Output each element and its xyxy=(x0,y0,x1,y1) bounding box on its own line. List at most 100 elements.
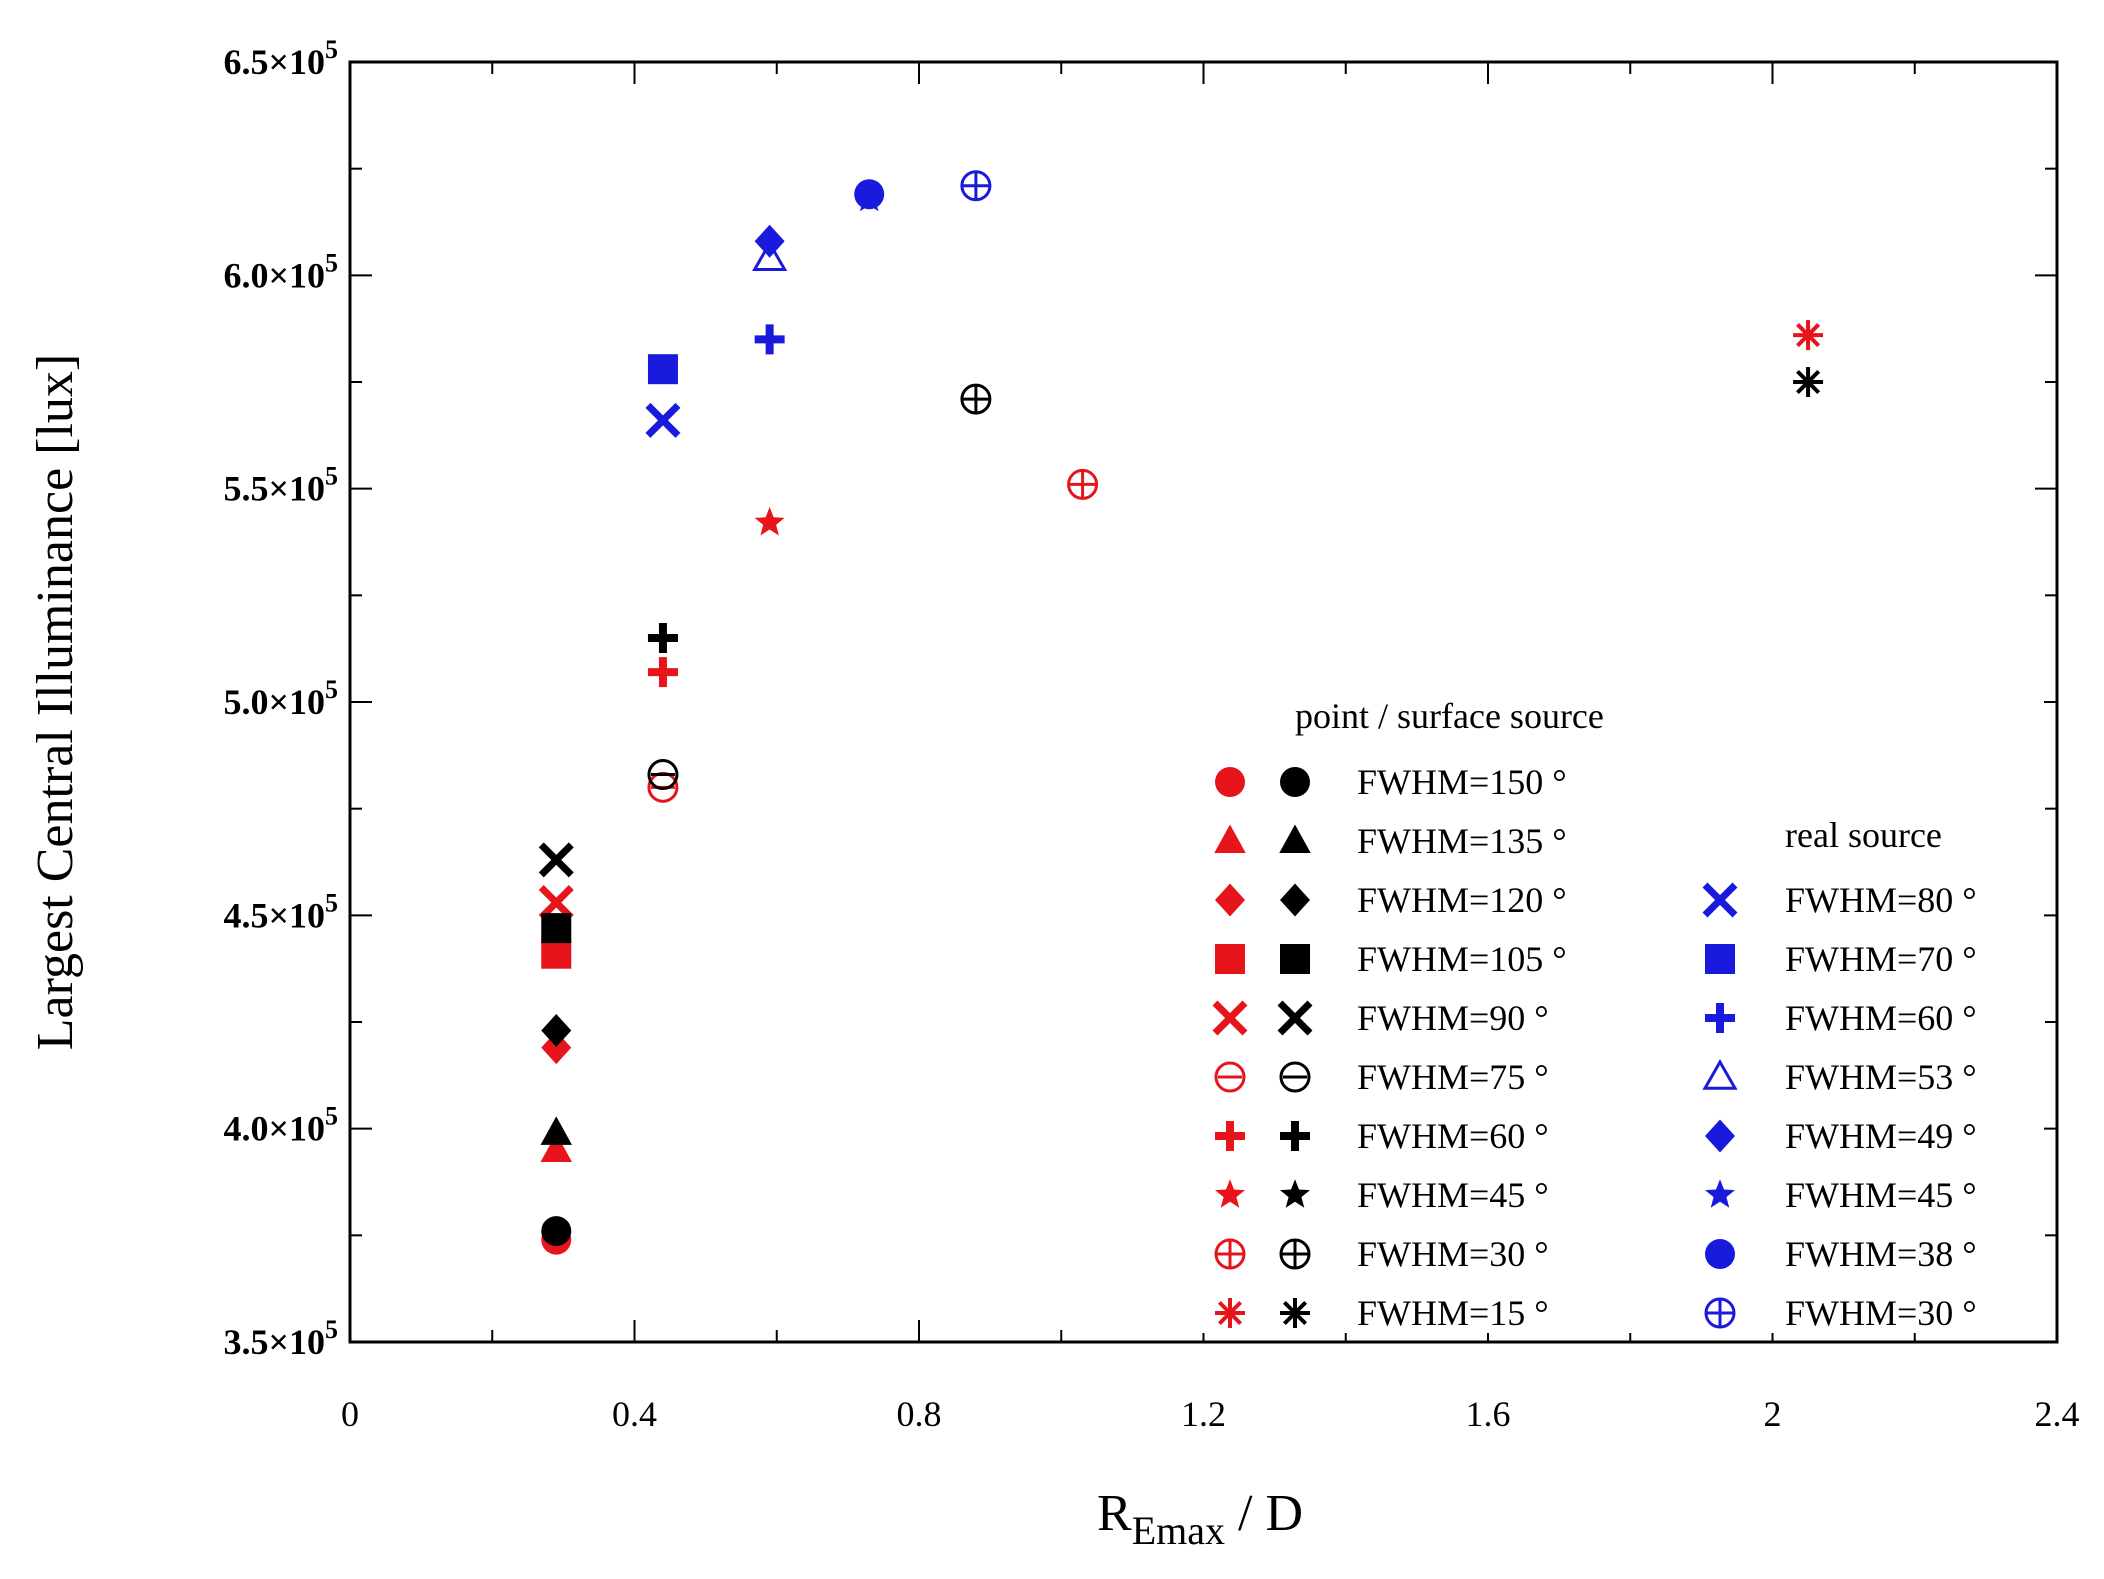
point-source-point-fwhm-15 xyxy=(1793,320,1824,351)
legend-label-real-source: FWHM=49 ° xyxy=(1785,1116,1977,1156)
surface-source-point-fwhm-150 xyxy=(541,1216,572,1247)
point-source-point-fwhm-120 xyxy=(541,1031,572,1065)
surface-source-point-fwhm-105 xyxy=(541,913,572,944)
legend: point / surface source real source FWHM=… xyxy=(1190,688,2044,1333)
real-source-point-fwhm-38 xyxy=(854,179,885,210)
legend-real-source-marker xyxy=(1705,944,1735,974)
y-tick-label: 5.0×105 xyxy=(223,675,338,722)
legend-point-source-marker xyxy=(1215,883,1245,917)
legend-real-source-marker xyxy=(1702,882,1738,918)
legend-real-source-marker xyxy=(1705,1239,1735,1269)
x-tick-label: 2 xyxy=(1764,1394,1782,1434)
y-axis-title: Largest Central Illuminance [lux] xyxy=(27,354,84,1050)
y-tick-times: × xyxy=(268,895,289,935)
legend-surface-source-marker xyxy=(1280,944,1310,974)
y-tick-label: 3.5×105 xyxy=(223,1315,338,1362)
surface-source-point-fwhm-120 xyxy=(541,1014,572,1048)
point-source-point-fwhm-90 xyxy=(538,885,574,921)
legend-real-source-marker xyxy=(1705,1119,1735,1153)
legend-label-point-surface: FWHM=60 ° xyxy=(1357,1116,1549,1156)
legend-surface-source-marker xyxy=(1279,824,1311,853)
legend-surface-source-marker xyxy=(1277,1000,1313,1036)
x-axis-title-main: R xyxy=(1097,1485,1132,1542)
legend-real-source-marker xyxy=(1704,1297,1736,1329)
y-tick-times: × xyxy=(268,255,289,295)
legend-group1-title: point / surface source xyxy=(1295,696,1604,736)
y-tick-mantissa: 6.5 xyxy=(223,42,268,82)
legend-point-source-marker xyxy=(1215,767,1245,797)
y-tick-label: 6.5×105 xyxy=(223,35,338,82)
data-points xyxy=(538,170,1824,1255)
y-tick-mantissa: 5.0 xyxy=(223,682,268,722)
legend-label-real-source: FWHM=45 ° xyxy=(1785,1175,1977,1215)
real-source-point-fwhm-30 xyxy=(960,170,992,202)
y-tick-exponent: 5 xyxy=(325,1102,338,1131)
point-source-point-fwhm-60 xyxy=(647,657,678,688)
real-source-point-fwhm-80 xyxy=(645,402,681,438)
y-tick-base: 10 xyxy=(289,469,325,509)
legend-real-source-marker xyxy=(1705,1003,1735,1033)
surface-source-point-fwhm-135 xyxy=(540,1116,573,1145)
legend-point-source-marker xyxy=(1215,944,1245,974)
y-tick-label: 4.5×105 xyxy=(223,888,338,935)
x-tick-label: 2.4 xyxy=(2035,1394,2080,1434)
legend-label-real-source: FWHM=80 ° xyxy=(1785,880,1977,920)
x-tick-label: 0.8 xyxy=(897,1394,942,1434)
legend-point-source-marker xyxy=(1215,1298,1245,1328)
legend-surface-source-marker xyxy=(1279,1061,1311,1093)
x-axis-title-tail: / D xyxy=(1225,1485,1303,1542)
x-tick-label: 1.6 xyxy=(1466,1394,1511,1434)
y-tick-times: × xyxy=(268,1322,289,1362)
legend-point-source-marker xyxy=(1215,1121,1245,1151)
y-tick-times: × xyxy=(268,1109,289,1149)
x-axis-title-subscript: Emax xyxy=(1132,1508,1225,1553)
y-tick-exponent: 5 xyxy=(325,675,338,704)
legend-point-source-marker xyxy=(1214,1238,1246,1270)
surface-source-point-fwhm-60 xyxy=(647,623,678,653)
surface-source-point-fwhm-15 xyxy=(1793,367,1824,397)
legend-label-point-surface: FWHM=150 ° xyxy=(1357,762,1567,802)
y-tick-base: 10 xyxy=(289,1322,325,1362)
x-tick-label: 0.4 xyxy=(612,1394,657,1434)
point-source-point-fwhm-45 xyxy=(754,507,785,536)
y-tick-label: 5.5×105 xyxy=(223,462,338,509)
y-tick-times: × xyxy=(268,682,289,722)
y-tick-exponent: 5 xyxy=(325,462,338,491)
legend-label-real-source: FWHM=70 ° xyxy=(1785,939,1977,979)
legend-surface-source-marker xyxy=(1280,883,1310,917)
y-tick-base: 10 xyxy=(289,1109,325,1149)
y-tick-mantissa: 5.5 xyxy=(223,469,268,509)
legend-real-source-marker xyxy=(1705,1179,1735,1208)
legend-point-source-marker xyxy=(1214,824,1246,853)
real-source-point-fwhm-70 xyxy=(647,354,678,385)
legend-label-real-source: FWHM=53 ° xyxy=(1785,1057,1977,1097)
y-tick-times: × xyxy=(268,42,289,82)
y-tick-exponent: 5 xyxy=(325,1315,338,1344)
x-axis-title: REmax / D xyxy=(1097,1485,1303,1553)
legend-label-real-source: FWHM=38 ° xyxy=(1785,1234,1977,1274)
y-tick-times: × xyxy=(268,469,289,509)
surface-source-point-fwhm-75 xyxy=(647,759,679,791)
legend-surface-source-marker xyxy=(1279,1238,1311,1270)
point-source-point-fwhm-135 xyxy=(540,1133,573,1162)
legend-surface-source-marker xyxy=(1280,1179,1310,1208)
legend-label-point-surface: FWHM=45 ° xyxy=(1357,1175,1549,1215)
y-tick-label: 6.0×105 xyxy=(223,248,338,295)
legend-label-point-surface: FWHM=30 ° xyxy=(1357,1234,1549,1274)
legend-real-source-marker xyxy=(1702,1058,1738,1090)
real-source-point-fwhm-60 xyxy=(754,324,785,355)
legend-label-point-surface: FWHM=135 ° xyxy=(1357,821,1567,861)
legend-label-point-surface: FWHM=75 ° xyxy=(1357,1057,1549,1097)
y-tick-mantissa: 4.0 xyxy=(223,1109,268,1149)
legend-label-real-source: FWHM=60 ° xyxy=(1785,998,1977,1038)
y-tick-exponent: 5 xyxy=(325,35,338,64)
x-tick-label: 0 xyxy=(341,1394,359,1434)
y-tick-label: 4.0×105 xyxy=(223,1102,338,1149)
legend-group2-title: real source xyxy=(1785,815,1942,855)
y-tick-labels: 3.5×1054.0×1054.5×1055.0×1055.5×1056.0×1… xyxy=(223,35,338,1362)
x-tick-labels: 0 0.4 0.8 1.2 1.6 2 2.4 xyxy=(341,1394,2080,1434)
legend-label-point-surface: FWHM=120 ° xyxy=(1357,880,1567,920)
legend-point-source-marker xyxy=(1215,1179,1245,1208)
legend-label-point-surface: FWHM=15 ° xyxy=(1357,1293,1549,1333)
